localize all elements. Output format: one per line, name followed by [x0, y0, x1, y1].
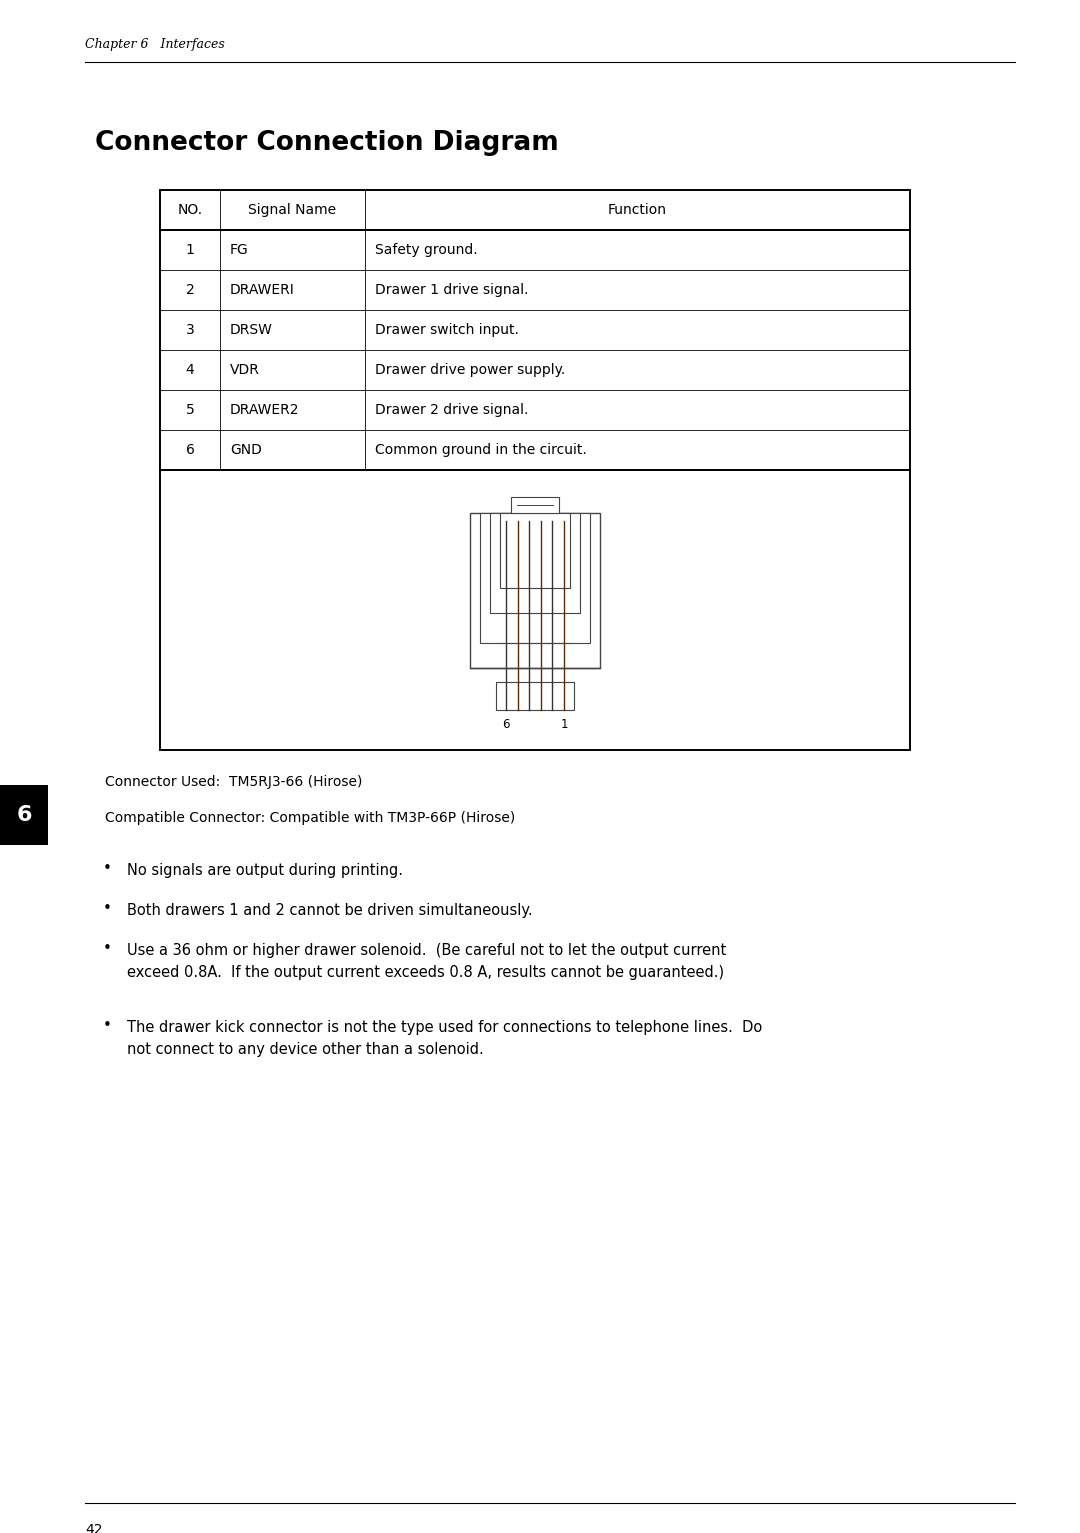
Text: Use a 36 ohm or higher drawer solenoid.  (Be careful not to let the output curre: Use a 36 ohm or higher drawer solenoid. … — [127, 943, 726, 980]
Text: The drawer kick connector is not the type used for connections to telephone line: The drawer kick connector is not the typ… — [127, 1019, 762, 1056]
Bar — [470, 512, 600, 667]
Text: 6: 6 — [16, 805, 31, 825]
Text: •: • — [103, 862, 111, 875]
Text: Connector Used:  TM5RJ3-66 (Hirose): Connector Used: TM5RJ3-66 (Hirose) — [105, 776, 363, 789]
Bar — [0, 785, 48, 845]
Text: Drawer switch input.: Drawer switch input. — [375, 323, 518, 337]
Text: Connector Connection Diagram: Connector Connection Diagram — [95, 130, 558, 156]
Text: Safety ground.: Safety ground. — [375, 244, 477, 258]
Bar — [480, 512, 590, 642]
Bar — [496, 682, 573, 710]
Text: Function: Function — [608, 202, 667, 218]
Text: 3: 3 — [186, 323, 194, 337]
Text: Drawer drive power supply.: Drawer drive power supply. — [375, 363, 565, 377]
Text: DRAWER2: DRAWER2 — [230, 403, 299, 417]
Text: •: • — [103, 1018, 111, 1033]
Text: No signals are output during printing.: No signals are output during printing. — [127, 863, 403, 878]
Bar — [490, 512, 580, 613]
Text: DRSW: DRSW — [230, 323, 273, 337]
Text: NO.: NO. — [177, 202, 203, 218]
Text: DRAWERI: DRAWERI — [230, 284, 295, 297]
Bar — [500, 512, 570, 587]
Text: •: • — [103, 901, 111, 917]
Text: FG: FG — [230, 244, 248, 258]
Text: VDR: VDR — [230, 363, 260, 377]
Bar — [160, 190, 910, 471]
Bar — [511, 497, 559, 512]
Text: 6: 6 — [186, 443, 194, 457]
Bar — [160, 471, 910, 750]
Text: 2: 2 — [186, 284, 194, 297]
Text: 5: 5 — [186, 403, 194, 417]
Text: 1: 1 — [186, 244, 194, 258]
Text: •: • — [103, 941, 111, 957]
Text: 1: 1 — [561, 717, 568, 731]
Text: 42: 42 — [85, 1522, 103, 1533]
Text: 6: 6 — [502, 717, 510, 731]
Text: Both drawers 1 and 2 cannot be driven simultaneously.: Both drawers 1 and 2 cannot be driven si… — [127, 903, 532, 918]
Text: GND: GND — [230, 443, 261, 457]
Text: Drawer 1 drive signal.: Drawer 1 drive signal. — [375, 284, 528, 297]
Text: Chapter 6   Interfaces: Chapter 6 Interfaces — [85, 38, 225, 51]
Text: 4: 4 — [186, 363, 194, 377]
Text: Signal Name: Signal Name — [248, 202, 337, 218]
Text: Compatible Connector: Compatible with TM3P-66P (Hirose): Compatible Connector: Compatible with TM… — [105, 811, 515, 825]
Text: Drawer 2 drive signal.: Drawer 2 drive signal. — [375, 403, 528, 417]
Text: Common ground in the circuit.: Common ground in the circuit. — [375, 443, 586, 457]
